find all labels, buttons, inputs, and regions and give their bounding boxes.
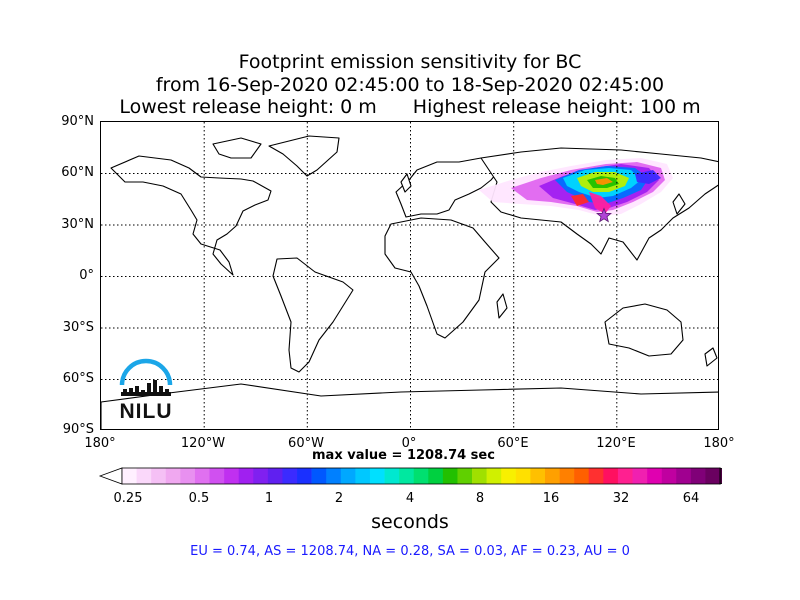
colorbar-cell (326, 468, 342, 484)
europe (395, 157, 502, 218)
max-value-label: max value = 1208.74 sec (312, 448, 495, 463)
japan-island (672, 193, 686, 215)
colorbar-cell (340, 468, 356, 484)
lat-label-30n: 30°N (61, 217, 94, 232)
lon-label-180w: 180° (84, 436, 116, 451)
colorbar-cell (297, 468, 312, 484)
colorbar-tick: 16 (542, 491, 560, 506)
colorbar-cell (515, 468, 531, 484)
colorbar-cell (588, 468, 604, 484)
nilu-logo-graphic (119, 358, 173, 396)
colorbar-cell (209, 468, 225, 484)
south-america (272, 257, 354, 373)
map-canvas (101, 122, 718, 429)
colorbar-cell (559, 468, 575, 484)
colorbar-cell (224, 468, 239, 484)
lowest-release-height: Lowest release height: 0 m (119, 96, 377, 118)
colorbar-cell (399, 468, 415, 484)
colorbar-cell (632, 468, 648, 484)
colorbar-tick: 1 (264, 491, 274, 506)
colorbar-cell (267, 468, 283, 484)
colorbar-cell (428, 468, 444, 484)
lon-label-120e: 120°E (596, 436, 636, 451)
colorbar-cell (486, 468, 502, 484)
lon-label-60e: 60°E (497, 436, 529, 451)
lat-label-60s: 60°S (62, 371, 94, 386)
north-america (110, 155, 272, 276)
new-zealand (704, 347, 718, 367)
colorbar-cell (442, 468, 458, 484)
colorbar-tick: 0.5 (188, 491, 210, 506)
colorbar-cell (501, 468, 517, 484)
colorbar-cell (165, 468, 181, 484)
colorbar-tick: 4 (405, 491, 415, 506)
map-subtitle-period: from 16-Sep-2020 02:45:00 to 18-Sep-2020… (155, 74, 665, 96)
colorbar-tick: 8 (475, 491, 485, 506)
colorbar-cell (194, 468, 210, 484)
lon-label-180e: 180° (703, 436, 735, 451)
colorbar-cell (369, 468, 385, 484)
map-title: Footprint emission sensitivity for BC (238, 51, 582, 73)
antarctica (101, 383, 718, 429)
colorbar-cell (530, 468, 546, 484)
colorbar-cell (676, 468, 692, 484)
colorbar-cell (253, 468, 269, 484)
madagascar (496, 293, 508, 319)
colorbar-label: seconds (371, 511, 449, 533)
region-stats: EU = 0.74, AS = 1208.74, NA = 0.28, SA =… (190, 544, 630, 559)
world-map (100, 121, 719, 430)
colorbar-cell (544, 468, 560, 484)
colorbar-cell (311, 468, 327, 484)
sensitivity-contour (589, 192, 611, 214)
colorbar-cell (238, 468, 254, 484)
colorbar (98, 467, 722, 485)
colorbar-tick: 64 (682, 491, 700, 506)
lon-label-0: 0° (401, 436, 417, 451)
colorbar-cell (472, 468, 487, 484)
colorbar-outline (121, 467, 721, 485)
colorbar-cell (690, 468, 706, 484)
graticule (101, 122, 718, 429)
lon-label-120w: 120°W (180, 436, 226, 451)
australia (604, 303, 684, 357)
colorbar-extend-low (98, 467, 123, 485)
colorbar-tick: 0.25 (113, 491, 143, 506)
lat-label-90s: 90°S (62, 422, 94, 437)
colorbar-cell (180, 468, 196, 484)
lon-label-60w: 60°W (288, 436, 324, 451)
colorbar-cell (122, 468, 137, 484)
lat-label-30s: 30°S (62, 320, 94, 335)
colorbar-tick: 32 (612, 491, 630, 506)
colorbar-cell (282, 468, 298, 484)
africa (384, 217, 500, 339)
colorbar-cell (574, 468, 590, 484)
lat-label-90n: 90°N (61, 114, 94, 129)
lat-label-0: 0° (79, 268, 94, 283)
colorbar-cell (384, 468, 400, 484)
colorbar-cell (151, 468, 167, 484)
colorbar-cell (136, 468, 152, 484)
colorbar-cell (617, 468, 633, 484)
greenland (268, 135, 340, 177)
nilu-logo: NILU (117, 358, 177, 423)
arctic-islands (212, 137, 262, 159)
sensitivity-contour (571, 194, 589, 206)
colorbar-cell (705, 468, 721, 484)
nilu-logo-text: NILU (119, 400, 173, 423)
colorbar-cell (457, 468, 473, 484)
colorbar-cell (355, 468, 371, 484)
sensitivity-contour (595, 178, 613, 185)
colorbar-cell (603, 468, 619, 484)
emission-sensitivity-plume (479, 158, 673, 216)
lat-label-60n: 60°N (61, 165, 94, 180)
map-subtitle-heights: Lowest release height: 0 m Highest releas… (10, 95, 800, 119)
star-icon (596, 207, 612, 223)
colorbar-tick: 2 (334, 491, 344, 506)
colorbar-cell (661, 468, 677, 484)
colorbar-cell (413, 468, 429, 484)
colorbar-cell (647, 468, 662, 484)
highest-release-height: Highest release height: 100 m (412, 96, 701, 118)
